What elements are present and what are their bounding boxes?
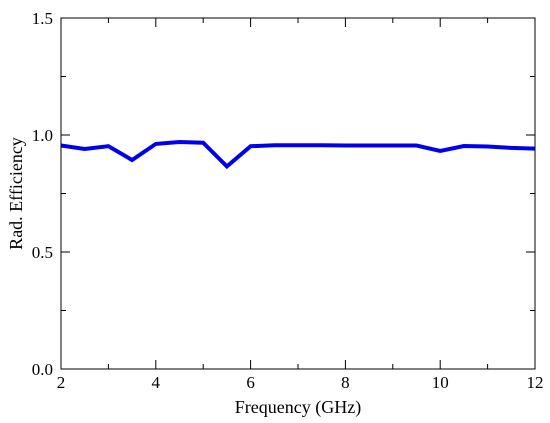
y-tick-label: 0.5 <box>32 243 53 262</box>
ticks-layer <box>60 17 536 370</box>
series-layer <box>60 139 536 170</box>
y-tick-label: 0.0 <box>32 360 53 379</box>
x-tick-label: 10 <box>432 373 449 392</box>
x-tick-label: 4 <box>152 373 161 392</box>
series-line <box>60 139 536 170</box>
x-tick-label: 2 <box>57 373 66 392</box>
x-tick-label: 6 <box>246 373 255 392</box>
x-axis-label: Frequency (GHz) <box>235 397 361 418</box>
x-tick-label: 12 <box>527 373 544 392</box>
y-tick-label: 1.0 <box>32 126 53 145</box>
y-tick-label: 1.5 <box>32 9 53 28</box>
y-axis-label: Rad. Efficiency <box>6 137 26 250</box>
plot-frame <box>60 17 536 370</box>
tick-labels-layer: 2 4 6 8 10 12 0.0 0.5 1.0 1.5 <box>32 9 544 392</box>
x-tick-label: 8 <box>341 373 350 392</box>
